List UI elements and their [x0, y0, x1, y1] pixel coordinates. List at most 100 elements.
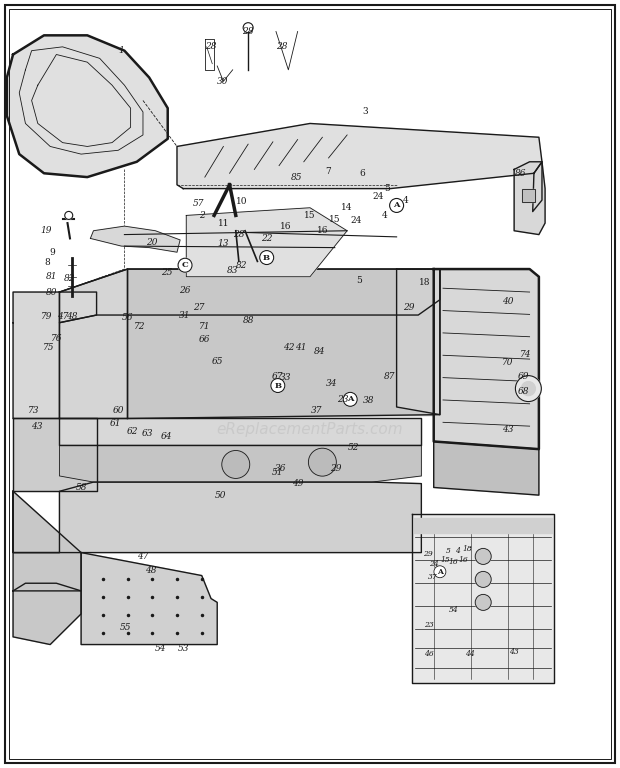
- Polygon shape: [13, 482, 422, 553]
- Text: 53: 53: [177, 644, 189, 653]
- Circle shape: [475, 594, 491, 611]
- Text: 37: 37: [311, 406, 322, 415]
- Circle shape: [64, 211, 73, 220]
- Polygon shape: [414, 518, 552, 534]
- Text: 15: 15: [329, 215, 340, 223]
- Text: 16: 16: [317, 227, 328, 235]
- Text: 82: 82: [64, 273, 76, 283]
- Text: 74: 74: [520, 350, 531, 359]
- Text: 61: 61: [109, 419, 121, 429]
- Text: 43: 43: [31, 422, 42, 431]
- Text: B: B: [274, 382, 281, 389]
- Text: 34: 34: [326, 379, 337, 389]
- Text: 87: 87: [383, 372, 395, 381]
- Text: 69: 69: [518, 372, 529, 381]
- Text: 65: 65: [211, 356, 223, 366]
- Text: eReplacementParts.com: eReplacementParts.com: [216, 422, 404, 438]
- Text: 75: 75: [43, 343, 55, 352]
- Polygon shape: [128, 269, 440, 419]
- Text: 79: 79: [42, 312, 53, 321]
- Polygon shape: [533, 162, 542, 212]
- Text: A: A: [437, 568, 443, 576]
- Polygon shape: [514, 162, 545, 234]
- Circle shape: [178, 258, 192, 272]
- Text: 48: 48: [144, 566, 156, 574]
- Text: 43: 43: [509, 648, 519, 656]
- Text: A: A: [347, 396, 353, 403]
- Text: 33: 33: [280, 373, 291, 382]
- Text: 85: 85: [291, 173, 302, 181]
- Text: 20: 20: [146, 238, 158, 247]
- Polygon shape: [186, 208, 347, 276]
- Circle shape: [475, 548, 491, 564]
- Text: 70: 70: [502, 358, 514, 367]
- Text: 4: 4: [381, 211, 387, 220]
- Polygon shape: [60, 269, 128, 419]
- Text: 37: 37: [428, 573, 437, 581]
- Text: 22: 22: [261, 234, 272, 243]
- Text: 88: 88: [242, 316, 254, 325]
- Text: 5: 5: [446, 547, 451, 555]
- Polygon shape: [397, 269, 440, 415]
- Text: 16: 16: [459, 556, 468, 564]
- Text: 52: 52: [348, 443, 359, 452]
- Circle shape: [475, 571, 491, 588]
- Text: 27: 27: [193, 303, 205, 312]
- Polygon shape: [7, 35, 168, 177]
- Text: 84: 84: [314, 346, 325, 356]
- Text: 43: 43: [502, 425, 514, 435]
- Polygon shape: [412, 515, 554, 683]
- Text: 76: 76: [51, 333, 62, 343]
- Text: 16: 16: [449, 558, 458, 566]
- Polygon shape: [13, 583, 81, 644]
- Polygon shape: [60, 445, 422, 482]
- Text: 67: 67: [272, 372, 283, 381]
- Polygon shape: [81, 553, 217, 644]
- Text: 72: 72: [134, 322, 146, 331]
- Text: 71: 71: [199, 322, 211, 331]
- Text: 63: 63: [142, 429, 154, 439]
- Text: 54: 54: [154, 644, 166, 653]
- Text: 18: 18: [463, 545, 472, 553]
- Text: 2: 2: [199, 211, 205, 220]
- Text: 50: 50: [215, 491, 226, 500]
- Text: 47: 47: [137, 552, 149, 561]
- Text: 38: 38: [363, 396, 374, 406]
- Text: 49: 49: [292, 479, 303, 488]
- Text: 23: 23: [337, 395, 348, 404]
- Text: 4: 4: [455, 547, 459, 555]
- Text: C: C: [182, 261, 188, 270]
- Text: 8: 8: [44, 258, 50, 267]
- Polygon shape: [60, 269, 440, 323]
- Text: 82: 82: [236, 260, 248, 270]
- Text: 28: 28: [233, 230, 245, 239]
- Text: 47: 47: [57, 312, 68, 321]
- Text: 13: 13: [218, 240, 229, 248]
- Text: 25: 25: [161, 267, 172, 276]
- Text: 6: 6: [360, 169, 365, 177]
- Text: 26: 26: [179, 286, 191, 295]
- Text: 24: 24: [373, 192, 384, 200]
- Bar: [522, 190, 534, 202]
- Text: 19: 19: [40, 227, 51, 235]
- Circle shape: [260, 250, 273, 264]
- Bar: [522, 190, 534, 202]
- Circle shape: [222, 451, 250, 478]
- Polygon shape: [60, 419, 422, 445]
- Text: A: A: [393, 201, 400, 210]
- Circle shape: [243, 23, 253, 33]
- Text: 56: 56: [122, 313, 133, 322]
- Text: 28: 28: [242, 27, 254, 36]
- Text: 24: 24: [429, 560, 438, 568]
- Text: 29: 29: [330, 464, 342, 473]
- Text: 80: 80: [46, 287, 58, 296]
- Text: 62: 62: [126, 427, 138, 436]
- Text: 5: 5: [384, 184, 390, 193]
- Polygon shape: [177, 124, 542, 189]
- Circle shape: [308, 449, 336, 476]
- Text: 30: 30: [216, 77, 228, 86]
- Text: 4: 4: [403, 196, 409, 204]
- Polygon shape: [13, 419, 97, 492]
- Text: 44: 44: [465, 650, 474, 657]
- Text: 3: 3: [363, 108, 368, 117]
